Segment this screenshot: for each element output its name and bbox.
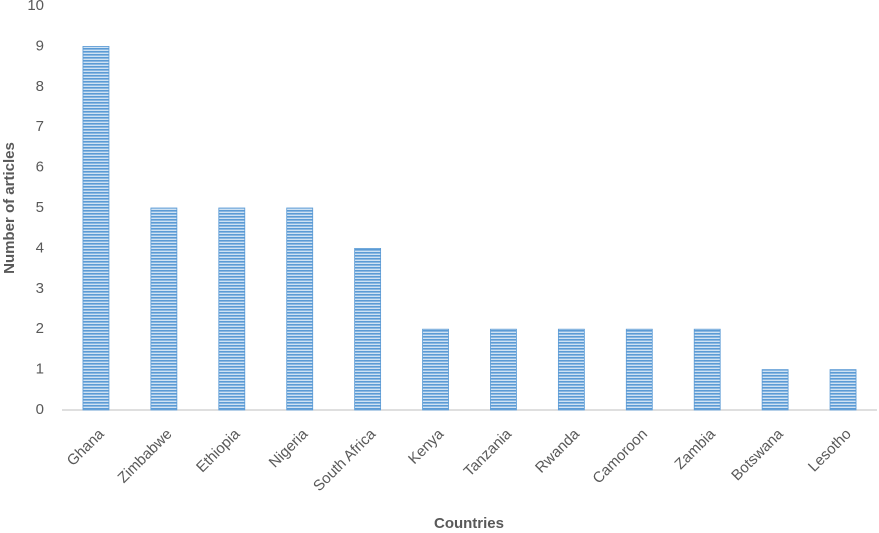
- x-tick-label: Rwanda: [532, 425, 583, 476]
- y-tick-label: 6: [36, 159, 44, 176]
- bar: [354, 247, 382, 411]
- y-tick-label: 0: [36, 401, 44, 418]
- bar: [557, 328, 585, 411]
- x-tick-label: Camoroon: [589, 426, 651, 488]
- bar: [625, 328, 653, 411]
- x-tick-label: Kenya: [405, 425, 448, 468]
- bar: [286, 207, 314, 411]
- y-tick-label: 8: [36, 78, 44, 95]
- bar: [693, 328, 721, 411]
- y-axis-title: Number of articles: [1, 142, 18, 274]
- x-tick-label: Ethiopia: [193, 425, 244, 476]
- bar: [829, 369, 857, 411]
- y-tick-label: 5: [36, 199, 44, 216]
- y-tick-label: 7: [36, 118, 44, 135]
- bar: [218, 207, 246, 411]
- y-tick-label: 9: [36, 37, 44, 54]
- y-tick-label: 1: [36, 361, 44, 378]
- x-tick-label: Lesotho: [805, 426, 855, 476]
- x-tick-label: Tanzania: [461, 425, 516, 480]
- bar: [422, 328, 449, 411]
- bar: [761, 369, 789, 411]
- x-tick-label: Ghana: [64, 425, 108, 469]
- y-tick-label: 2: [36, 320, 44, 337]
- y-tick-label: 3: [36, 280, 44, 297]
- bar: [82, 46, 110, 411]
- x-tick-label: Zimbabwe: [115, 426, 176, 487]
- bar: [150, 207, 178, 411]
- x-tick-label: Nigeria: [266, 425, 312, 471]
- y-tick-label: 4: [36, 239, 44, 256]
- x-tick-label: Botswana: [728, 425, 787, 484]
- bar: [490, 328, 517, 411]
- x-tick-label: South Africa: [310, 425, 380, 495]
- x-axis-title: Countries: [434, 515, 504, 532]
- x-tick-label: Zambia: [671, 425, 719, 473]
- y-tick-label: 10: [27, 0, 44, 14]
